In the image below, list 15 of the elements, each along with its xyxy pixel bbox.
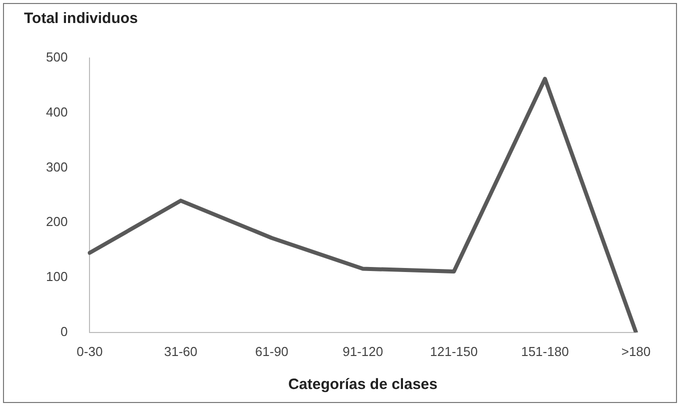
y-tick-label: 300 (46, 159, 68, 174)
x-tick-label: 121-150 (430, 344, 478, 359)
x-tick-label: 0-30 (76, 344, 103, 359)
y-tick-label: 500 (46, 50, 68, 65)
y-tick-label: 200 (46, 214, 68, 230)
y-tick-label: 0 (60, 324, 68, 339)
y-tick-label: 100 (46, 269, 68, 284)
x-tick-label: 61-90 (255, 344, 288, 359)
y-tick-label: 400 (46, 104, 68, 120)
x-tick-label: 91-120 (342, 344, 384, 359)
x-tick-label: >180 (621, 344, 651, 359)
chart-title: Total individuos (24, 10, 138, 28)
x-tick-label: 151-180 (521, 344, 569, 359)
x-axis-title: Categorías de clases (288, 376, 438, 394)
x-tick-label: 31-60 (164, 344, 198, 359)
